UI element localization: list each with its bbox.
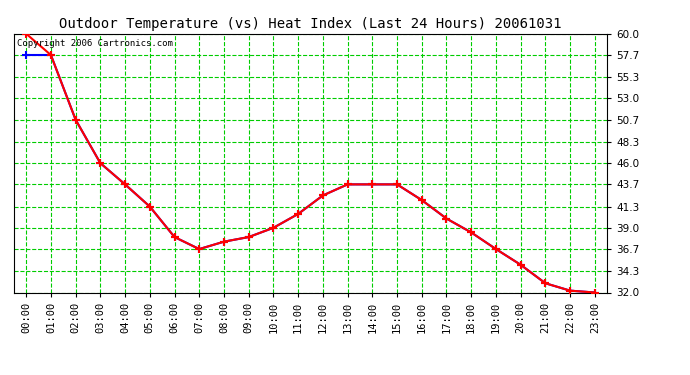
Text: Copyright 2006 Cartronics.com: Copyright 2006 Cartronics.com xyxy=(17,39,172,48)
Title: Outdoor Temperature (vs) Heat Index (Last 24 Hours) 20061031: Outdoor Temperature (vs) Heat Index (Las… xyxy=(59,17,562,31)
